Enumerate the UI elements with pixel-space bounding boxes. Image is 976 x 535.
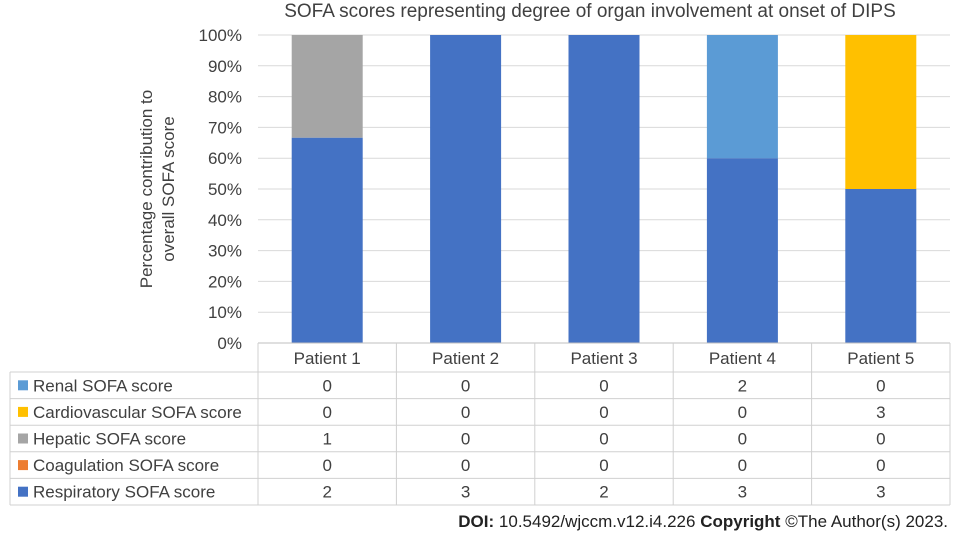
data-label: 3 <box>461 483 470 502</box>
data-label: 3 <box>876 403 885 422</box>
x-tick-label: Patient 4 <box>709 349 776 368</box>
legend-swatch <box>18 380 28 391</box>
x-tick-label: Patient 2 <box>432 349 499 368</box>
y-tick-label: 50% <box>208 180 242 199</box>
data-label: 0 <box>876 456 885 475</box>
data-label: 0 <box>322 456 331 475</box>
legend-label: Renal SOFA score <box>33 376 173 395</box>
bar-segment <box>845 35 917 189</box>
y-tick-label: 0% <box>217 334 242 353</box>
legend-label: Coagulation SOFA score <box>33 456 219 475</box>
legend-label: Respiratory SOFA score <box>33 483 215 502</box>
data-label: 0 <box>599 403 608 422</box>
data-label: 0 <box>738 403 747 422</box>
bar-segment <box>706 158 778 343</box>
data-label: 0 <box>599 456 608 475</box>
copyright-label: Copyright <box>700 512 781 531</box>
legend-swatch <box>18 486 28 497</box>
x-tick-label: Patient 3 <box>570 349 637 368</box>
data-label: 0 <box>738 430 747 449</box>
data-label: 0 <box>461 376 470 395</box>
bar-segment <box>845 189 917 343</box>
data-label: 0 <box>322 403 331 422</box>
bar-segment <box>291 35 363 138</box>
data-label: 0 <box>461 456 470 475</box>
x-tick-label: Patient 1 <box>294 349 361 368</box>
data-label: 0 <box>461 430 470 449</box>
y-tick-label: 100% <box>199 26 242 45</box>
data-label: 3 <box>876 483 885 502</box>
data-label: 2 <box>599 483 608 502</box>
y-tick-label: 30% <box>208 242 242 261</box>
copyright-value: ©The Author(s) 2023. <box>785 512 948 531</box>
y-tick-label: 10% <box>208 303 242 322</box>
data-label: 2 <box>738 376 747 395</box>
doi-value: 10.5492/wjccm.v12.i4.226 <box>498 512 696 531</box>
legend-swatch <box>18 433 28 444</box>
legend-swatch <box>18 406 28 417</box>
y-tick-label: 90% <box>208 57 242 76</box>
y-tick-label: 20% <box>208 272 242 291</box>
legend-label: Cardiovascular SOFA score <box>33 403 242 422</box>
data-label: 0 <box>599 376 608 395</box>
data-label: 0 <box>738 456 747 475</box>
data-label: 1 <box>322 430 331 449</box>
data-label: 0 <box>461 403 470 422</box>
chart-title: SOFA scores representing degree of organ… <box>284 1 896 22</box>
y-tick-label: 80% <box>208 88 242 107</box>
data-label: 0 <box>876 430 885 449</box>
y-axis-label: Percentage contribution to overall SOFA s… <box>137 90 178 288</box>
data-label: 0 <box>322 376 331 395</box>
bar-segment <box>706 35 778 159</box>
citation-footer: DOI: 10.5492/wjccm.v12.i4.226 Copyright … <box>458 512 948 532</box>
data-label: 2 <box>322 483 331 502</box>
y-tick-label: 60% <box>208 149 242 168</box>
bar-segment <box>291 137 363 343</box>
data-label: 0 <box>876 376 885 395</box>
data-label: 0 <box>599 430 608 449</box>
legend-label: Hepatic SOFA score <box>33 430 186 449</box>
doi-label: DOI: <box>458 512 495 531</box>
y-tick-label: 40% <box>208 211 242 230</box>
legend-swatch <box>18 460 28 471</box>
y-tick-label: 70% <box>208 118 242 137</box>
bar-segment <box>430 35 502 343</box>
bar-segment <box>568 35 640 343</box>
data-label: 3 <box>738 483 747 502</box>
x-tick-label: Patient 5 <box>847 349 914 368</box>
